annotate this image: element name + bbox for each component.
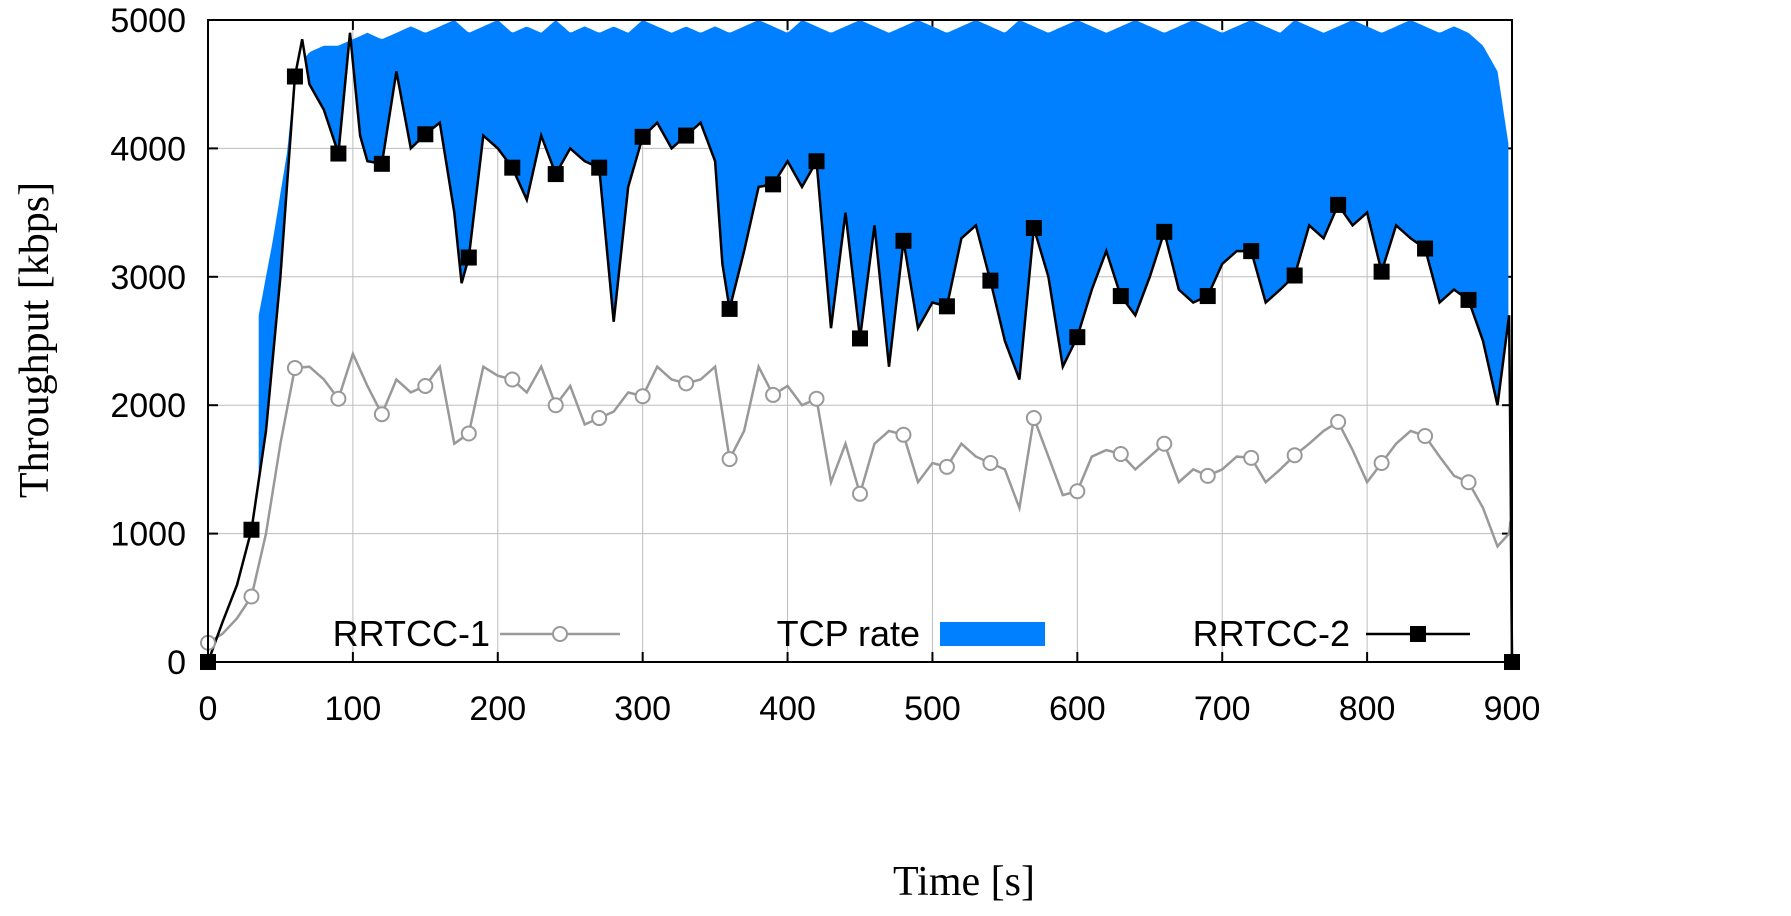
- x-axis-label: Time [s]: [893, 859, 1035, 905]
- x-tick-label: 900: [1484, 690, 1541, 728]
- rrtcc-2-point: [330, 145, 347, 162]
- y-axis-label: Throughput [kbps]: [12, 182, 58, 498]
- rrtcc-1-point: [808, 390, 825, 407]
- rrtcc-1-point: [1373, 454, 1390, 471]
- legend-item: TCP rate: [777, 613, 1045, 654]
- rrtcc-1-point: [634, 388, 651, 405]
- rrtcc-2-point: [1156, 223, 1173, 240]
- rrtcc-1-point: [547, 397, 564, 414]
- legend-label: RRTCC-1: [333, 613, 490, 654]
- rrtcc-1-point: [982, 454, 999, 471]
- rrtcc-2-point: [938, 298, 955, 315]
- legend-marker: [1410, 626, 1426, 642]
- rrtcc-2-point: [286, 68, 303, 85]
- rrtcc-2-point: [1373, 263, 1390, 280]
- legend-item: RRTCC-1: [333, 613, 620, 654]
- rrtcc-2-point: [1330, 196, 1347, 213]
- rrtcc-2-point: [1243, 243, 1260, 260]
- x-tick-label: 300: [614, 690, 671, 728]
- rrtcc-1-point: [460, 425, 477, 442]
- rrtcc-2-point: [1460, 291, 1477, 308]
- rrtcc-1-line: [207, 350, 1514, 663]
- rrtcc-1-point: [286, 359, 303, 376]
- rrtcc-2-point: [721, 300, 738, 317]
- rrtcc-2-point: [1286, 267, 1303, 284]
- rrtcc-2-point: [1417, 240, 1434, 257]
- rrtcc-1-point: [1460, 474, 1477, 491]
- x-tick-label: 200: [469, 690, 526, 728]
- rrtcc-1-point: [1286, 447, 1303, 464]
- y-tick-labels: 0 1000 2000 3000 4000 5000: [110, 2, 186, 682]
- rrtcc-2-point: [765, 176, 782, 193]
- y-tick-label: 0: [167, 644, 186, 682]
- rrtcc-1-point: [591, 410, 608, 427]
- rrtcc-1-point: [1243, 449, 1260, 466]
- rrtcc-2-point: [460, 249, 477, 266]
- rrtcc-1-point: [373, 406, 390, 423]
- rrtcc-1-point: [1025, 410, 1042, 427]
- rrtcc-2-point: [417, 126, 434, 143]
- rrtcc-2-point: [1069, 329, 1086, 346]
- rrtcc-1-point: [852, 485, 868, 502]
- x-tick-label: 500: [904, 690, 961, 728]
- rrtcc-1-point: [417, 377, 434, 394]
- legend: RRTCC-1 TCP rate RRTCC-2: [333, 613, 1470, 654]
- series-markers-layer: [200, 68, 1520, 670]
- rrtcc-1-point: [243, 588, 260, 605]
- rrtcc-1-point: [1330, 413, 1347, 430]
- series-lines-layer: [206, 32, 1514, 663]
- rrtcc-2-point: [547, 166, 564, 183]
- rrtcc-1-point: [721, 451, 738, 468]
- plot-frame: [207, 19, 1513, 663]
- x-tick-label: 800: [1339, 690, 1396, 728]
- rrtcc-2-point: [504, 159, 521, 176]
- x-tick-labels: 0 100 200 300 400 500 600 700 800 900: [199, 690, 1541, 728]
- x-tick-label: 0: [199, 690, 218, 728]
- rrtcc-2-point: [373, 155, 390, 172]
- x-tick-label: 400: [759, 690, 816, 728]
- legend-item: RRTCC-2: [1193, 613, 1470, 654]
- rrtcc-1-point: [938, 458, 955, 475]
- x-tick-label: 100: [325, 690, 382, 728]
- rrtcc-2-point: [1025, 220, 1042, 237]
- legend-swatch: [940, 622, 1045, 646]
- rrtcc-2-point: [1112, 288, 1129, 305]
- y-tick-label: 4000: [110, 130, 186, 168]
- rrtcc-1-point: [330, 390, 347, 407]
- rrtcc-1-point: [1156, 435, 1173, 452]
- rrtcc-2-point: [982, 272, 999, 289]
- rrtcc-2-line: [206, 32, 1514, 663]
- y-tick-label: 5000: [110, 2, 186, 40]
- y-tick-label: 1000: [110, 516, 186, 554]
- y-tick-label: 3000: [110, 259, 186, 297]
- rrtcc-2-point: [1199, 288, 1216, 305]
- tcp-rate-area-layer: [258, 20, 1509, 481]
- legend-label: TCP rate: [777, 613, 920, 654]
- legend-marker: [552, 626, 568, 642]
- legend-label: RRTCC-2: [1193, 613, 1350, 654]
- rrtcc-2-point: [591, 159, 608, 176]
- rrtcc-2-point: [243, 521, 260, 538]
- rrtcc-2-point: [895, 232, 912, 249]
- rrtcc-1-point: [1069, 483, 1086, 500]
- y-tick-label: 2000: [110, 387, 186, 425]
- x-tick-label: 600: [1049, 690, 1106, 728]
- rrtcc-1-point: [678, 375, 695, 392]
- rrtcc-2-point: [852, 330, 868, 347]
- rrtcc-1-point: [504, 371, 521, 388]
- rrtcc-1-point: [895, 426, 912, 443]
- rrtcc-2-point: [634, 128, 651, 145]
- tcp-rate-area: [258, 20, 1509, 481]
- rrtcc-1-point: [765, 386, 782, 403]
- rrtcc-2-point: [808, 153, 825, 170]
- rrtcc-1-point: [1417, 428, 1434, 445]
- rrtcc-1-point: [1199, 467, 1216, 484]
- rrtcc-1-point: [1112, 445, 1129, 462]
- rrtcc-2-point: [678, 127, 695, 144]
- x-tick-label: 700: [1194, 690, 1251, 728]
